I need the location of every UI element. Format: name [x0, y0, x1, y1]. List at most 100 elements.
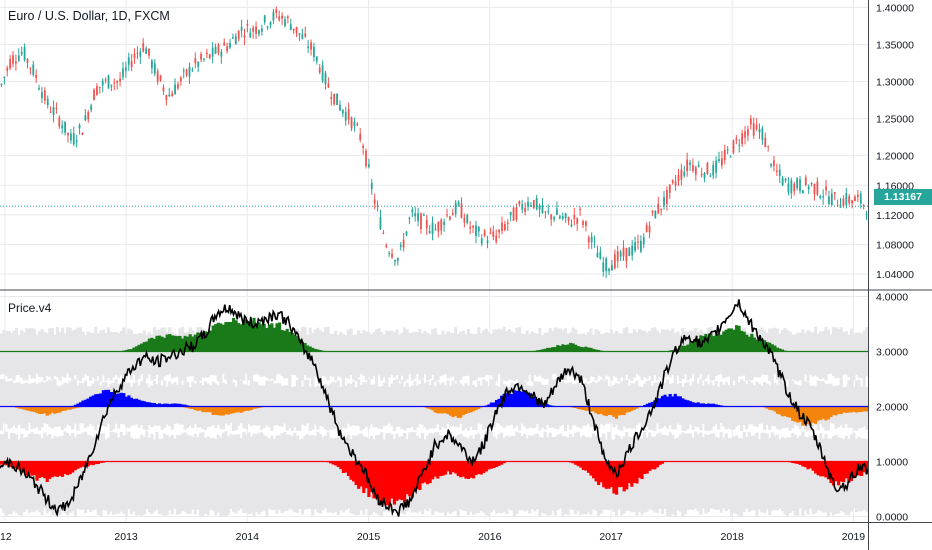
candle-body [148, 48, 150, 56]
orange-band-bar [604, 406, 608, 417]
envelope-band [791, 433, 795, 512]
green-band-bar [132, 347, 136, 352]
envelope-band [571, 384, 575, 426]
green-band-bar [574, 344, 578, 352]
red-band-bar [428, 461, 432, 484]
red-band-bar [451, 461, 455, 473]
envelope-band [9, 432, 14, 514]
envelope-band [842, 332, 846, 375]
red-band-bar [78, 461, 82, 468]
candle-body [706, 162, 709, 174]
orange-band-bar [428, 406, 432, 410]
envelope-band [540, 437, 545, 514]
envelope-band [831, 386, 836, 424]
envelope-band [372, 332, 376, 377]
envelope-band [783, 327, 787, 380]
red-band-bar [63, 461, 67, 475]
blue-band-bar [142, 401, 146, 407]
red-band-bar [415, 461, 419, 489]
blue-band-bar [688, 401, 693, 407]
envelope-band [704, 434, 708, 514]
candle-body [457, 201, 460, 206]
envelope-band [183, 432, 187, 512]
envelope-band [339, 432, 343, 511]
envelope-band [331, 334, 335, 377]
candle-body [61, 125, 64, 129]
envelope-band [326, 432, 330, 513]
candle-body [417, 213, 419, 221]
orange-band-bar [433, 406, 437, 413]
envelope-band [183, 379, 187, 430]
red-band-bar [403, 461, 407, 504]
envelope-band [796, 437, 800, 516]
envelope-band [237, 379, 241, 426]
envelope-band [405, 329, 409, 380]
green-band-bar [127, 349, 131, 352]
envelope-band [640, 386, 644, 429]
envelope-band [589, 437, 593, 515]
envelope-band [66, 327, 70, 374]
blue-band-bar [520, 391, 524, 407]
envelope-band [819, 331, 823, 380]
orange-band-bar [37, 406, 42, 414]
envelope-band [574, 329, 578, 381]
red-band-bar [793, 461, 797, 464]
red-band-bar [30, 461, 34, 476]
green-band-bar [709, 333, 713, 352]
blue-band-bar [706, 403, 711, 407]
envelope-band [137, 332, 141, 379]
envelope-band [482, 330, 486, 378]
indicator-line [0, 299, 869, 518]
envelope-band [160, 438, 164, 515]
candle-body [69, 133, 72, 141]
envelope-band [216, 330, 220, 382]
candle-body [9, 58, 12, 69]
orange-band-bar [617, 406, 621, 416]
red-band-bar [331, 461, 335, 465]
envelope-band [535, 333, 539, 377]
envelope-band [17, 334, 21, 375]
envelope-band [655, 330, 659, 381]
green-band-bar [686, 344, 690, 352]
envelope-band [295, 380, 299, 431]
red-band-bar [341, 461, 345, 474]
envelope-band [607, 386, 611, 424]
envelope-band [553, 379, 557, 429]
green-band-bar [272, 327, 277, 352]
candle-body [177, 84, 179, 89]
envelope-band [180, 433, 185, 512]
candle-body [486, 240, 489, 243]
orange-band-bar [860, 406, 864, 412]
candle-body [208, 54, 211, 59]
envelope-band [395, 379, 399, 427]
candle-body [454, 202, 457, 215]
envelope-band [688, 330, 693, 379]
envelope-band [683, 433, 688, 514]
candle-body [741, 133, 744, 145]
envelope-band [778, 439, 782, 509]
envelope-band [270, 333, 274, 379]
blue-band-bar [528, 393, 532, 407]
envelope-band [814, 438, 818, 514]
envelope-band [165, 331, 169, 376]
orange-band-bar [242, 406, 246, 412]
envelope-band [520, 435, 524, 511]
envelope-band [849, 379, 853, 428]
envelope-band [191, 381, 195, 429]
blue-band-bar [129, 397, 134, 407]
envelope-band [505, 435, 509, 515]
envelope-band [249, 436, 254, 514]
envelope-band [796, 385, 800, 427]
envelope-band [663, 329, 667, 378]
envelope-band [479, 333, 483, 378]
green-band-bar [244, 319, 248, 352]
envelope-band [729, 438, 733, 517]
envelope-band [750, 435, 754, 511]
red-band-bar [68, 461, 72, 475]
orange-band-bar [597, 406, 601, 415]
green-band-bar [178, 335, 182, 352]
envelope-band [71, 330, 75, 380]
candle-body [720, 158, 723, 166]
envelope-band [252, 381, 256, 425]
